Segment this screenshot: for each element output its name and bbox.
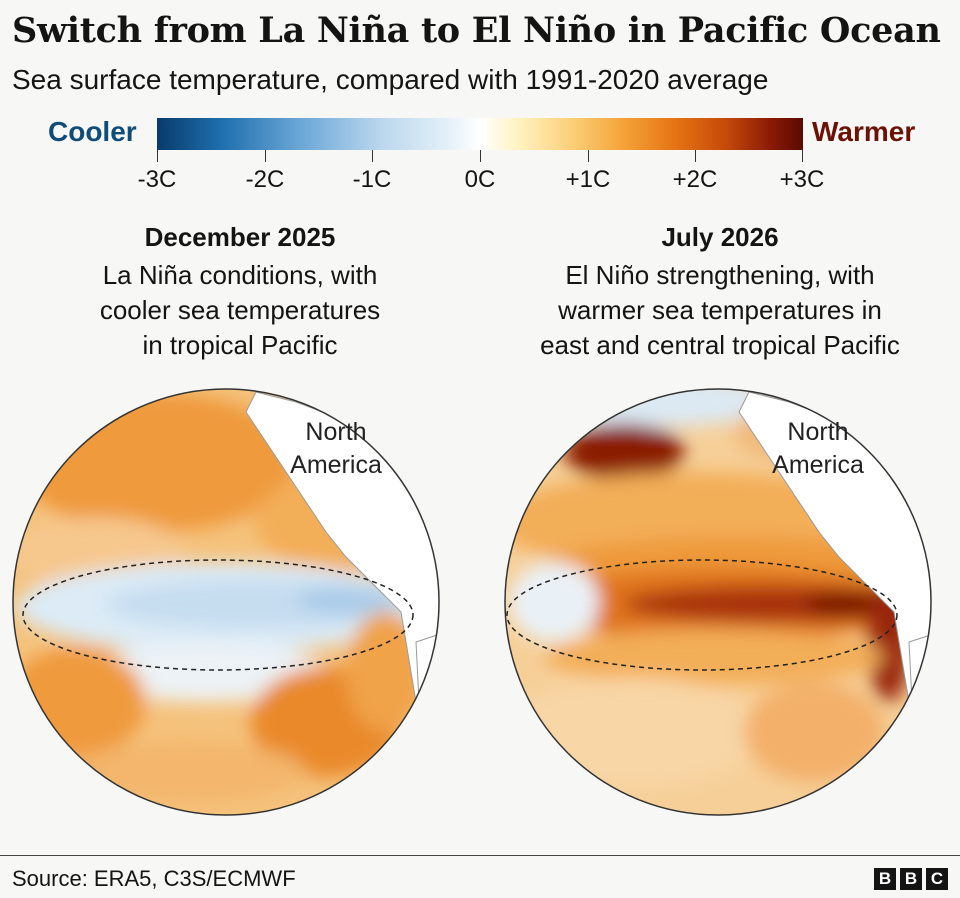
panel-date-july-2026: July 2026 xyxy=(661,222,779,252)
tick-mark xyxy=(372,150,373,162)
chart-subtitle: Sea surface temperature, compared with 1… xyxy=(12,64,769,95)
panel-date-december-2025: December 2025 xyxy=(144,222,336,252)
bbc-logo: B B C xyxy=(874,868,948,890)
caption-line: warmer sea temperatures in xyxy=(558,295,882,325)
region-label-north: North xyxy=(787,418,848,446)
chart-title: Switch from La Niña to El Niño in Pacifi… xyxy=(12,10,941,51)
region-label-north: North xyxy=(305,418,366,446)
tick-label: -3C xyxy=(137,166,177,193)
tick-label: +1C xyxy=(565,166,611,193)
logo-block: B xyxy=(874,868,896,890)
globe-map-july-2026: North America xyxy=(504,388,932,816)
caption-line: in tropical Pacific xyxy=(142,330,338,360)
globe-map-december-2025: North America xyxy=(12,388,440,816)
panel-caption-el-nino: El Niño strengthening, with warmer sea t… xyxy=(480,258,960,363)
source-note: Source: ERA5, C3S/ECMWF xyxy=(12,866,296,891)
tick-label: -2C xyxy=(245,166,285,193)
tick-mark xyxy=(157,150,158,162)
temperature-colorbar xyxy=(157,118,803,150)
legend-warmer-label: Warmer xyxy=(812,116,916,147)
tick-label: +3C xyxy=(779,166,825,193)
logo-block: C xyxy=(926,868,948,890)
region-label-america: America xyxy=(772,451,864,479)
tick-mark xyxy=(695,150,696,162)
caption-line: east and central tropical Pacific xyxy=(540,330,900,360)
logo-block: B xyxy=(900,868,922,890)
panel-caption-la-nina: La Niña conditions, with cooler sea temp… xyxy=(0,258,480,363)
tick-mark xyxy=(265,150,266,162)
footer-divider xyxy=(0,855,960,856)
caption-line: cooler sea temperatures xyxy=(99,295,381,325)
tick-label: -1C xyxy=(352,166,392,193)
caption-line: La Niña conditions, with xyxy=(102,260,378,290)
region-label-america: America xyxy=(290,451,382,479)
tick-mark xyxy=(480,150,481,162)
tick-mark xyxy=(588,150,589,162)
tick-mark xyxy=(802,150,803,162)
tick-label: +2C xyxy=(672,166,718,193)
tick-label: 0C xyxy=(464,166,496,193)
caption-line: El Niño strengthening, with xyxy=(565,260,875,290)
legend-cooler-label: Cooler xyxy=(48,116,137,147)
